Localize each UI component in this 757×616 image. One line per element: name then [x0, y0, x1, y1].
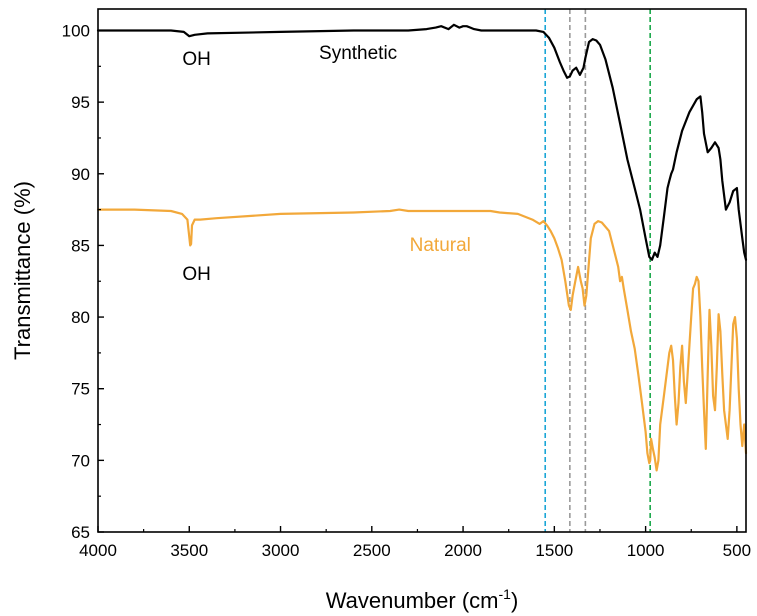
- x-tick-label: 3000: [262, 541, 300, 560]
- y-tick-label: 85: [71, 236, 90, 255]
- annotation-oh-synthetic: OH: [182, 49, 211, 70]
- x-tick-label: 3500: [170, 541, 208, 560]
- y-tick-label: 95: [71, 93, 90, 112]
- x-axis-title: Wavenumber (cm-1): [326, 586, 519, 613]
- x-tick-label: 1500: [535, 541, 573, 560]
- y-tick-label: 90: [71, 165, 90, 184]
- y-tick-label: 65: [71, 523, 90, 542]
- reference-lines: [544, 9, 651, 532]
- y-tick-label: 70: [71, 451, 90, 470]
- y-axis-title: Transmittance (%): [10, 181, 35, 360]
- annotation-natural-natural: Natural: [410, 235, 471, 256]
- annotation-oh-natural: OH: [182, 264, 211, 285]
- annotation-synthetic-synthetic: Synthetic: [319, 43, 397, 64]
- x-tick-label: 1000: [627, 541, 665, 560]
- x-axis-ticks: 4000 3500 3000 2500 2000 1500 1000 500: [79, 526, 751, 560]
- series-line-synthetic: [96, 23, 748, 261]
- x-tick-label: 500: [723, 541, 751, 560]
- plot-frame: [97, 8, 747, 533]
- x-axis-title-main: Wavenumber (cm: [326, 588, 499, 613]
- annotations: OH Synthetic Natural OH: [182, 43, 471, 285]
- x-tick-label: 2500: [353, 541, 391, 560]
- x-tick-label: 2000: [444, 541, 482, 560]
- series-line-natural: [96, 208, 748, 472]
- y-tick-label: 80: [71, 308, 90, 327]
- x-axis-title-superscript: -1: [499, 586, 512, 602]
- x-tick-label: 4000: [79, 541, 117, 560]
- y-tick-label: 100: [62, 21, 90, 40]
- y-tick-label: 75: [71, 380, 90, 399]
- series-layer: [96, 23, 748, 472]
- y-axis-ticks: 65 70 75 80 85 90 95 100: [62, 21, 104, 542]
- x-axis-title-close: ): [511, 588, 518, 613]
